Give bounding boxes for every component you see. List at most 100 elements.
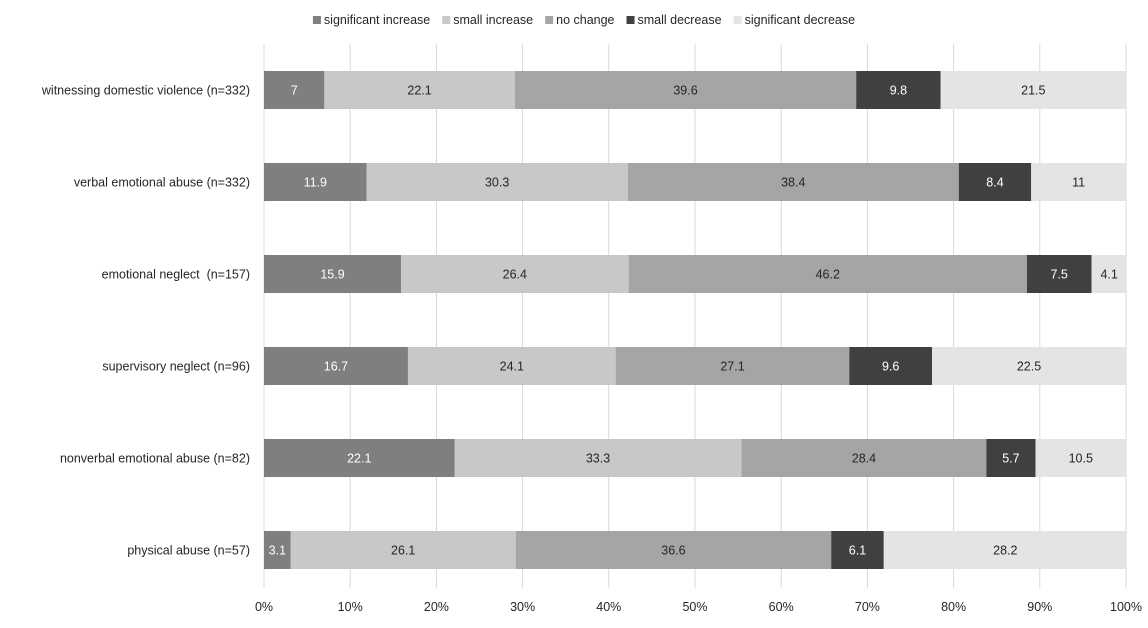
bar-row: 11.9 30.3 38.4 8.4 11	[264, 163, 1126, 201]
legend: significant increase small increase no cha…	[312, 13, 856, 27]
data-label: 39.6	[673, 84, 697, 98]
legend-swatch	[545, 16, 554, 24]
data-label: 38.4	[781, 176, 805, 190]
bar-segment	[264, 439, 455, 477]
bar-row: 3.1 26.1 36.6 6.1 28.2	[264, 531, 1127, 569]
data-label: 3.1	[269, 544, 286, 558]
category-label: nonverbal emotional abuse (n=82)	[60, 452, 250, 466]
bar-segment	[958, 163, 1032, 201]
data-label: 27.1	[720, 360, 744, 374]
legend-label: significant increase	[324, 13, 430, 27]
data-label: 21.5	[1021, 84, 1045, 98]
bar-segment	[454, 439, 742, 477]
data-label: 9.8	[890, 84, 907, 98]
category-label: supervisory neglect (n=96)	[102, 360, 250, 374]
x-tick-label: 90%	[1027, 600, 1052, 614]
data-label: 16.7	[324, 360, 348, 374]
bar-segment	[1091, 255, 1127, 293]
data-label: 22.1	[347, 452, 371, 466]
category-label: physical abuse (n=57)	[127, 544, 250, 558]
legend-label: small increase	[453, 13, 533, 27]
x-tick-label: 30%	[510, 600, 535, 614]
bar-segment	[324, 71, 515, 109]
legend-label: no change	[556, 13, 614, 27]
legend-item: small decrease	[626, 13, 722, 27]
bar-segment	[627, 163, 959, 201]
category-label: witnessing domestic violence (n=332)	[41, 84, 250, 98]
bar-segment	[401, 255, 629, 293]
data-label: 4.1	[1100, 268, 1117, 282]
data-label: 36.6	[661, 544, 685, 558]
bar-segment	[831, 531, 884, 569]
data-label: 22.5	[1017, 360, 1041, 374]
bar-segment	[515, 531, 832, 569]
data-label: 33.3	[586, 452, 610, 466]
x-tick-label: 80%	[941, 600, 966, 614]
bar-segment	[1026, 255, 1092, 293]
legend-item: significant increase	[312, 13, 430, 27]
data-label: 15.9	[320, 268, 344, 282]
legend-swatch	[733, 16, 742, 24]
x-tick-label: 60%	[769, 600, 794, 614]
bar-row: 7 22.1 39.6 9.8 21.5	[264, 71, 1126, 109]
data-label: 6.1	[849, 544, 866, 558]
bar-segment	[932, 347, 1126, 385]
data-label: 11	[1072, 176, 1085, 190]
x-tick-label: 0%	[255, 600, 273, 614]
data-label: 24.1	[500, 360, 524, 374]
legend-item: no change	[545, 13, 615, 27]
x-tick-label: 10%	[338, 600, 363, 614]
bar-segment	[290, 531, 516, 569]
x-tick-label: 70%	[855, 600, 880, 614]
legend-item: small increase	[442, 13, 533, 27]
bars: 7 22.1 39.6 9.8 21.5 11.9 30.3 38.4 8.4 11 15.9 26.…	[264, 71, 1127, 569]
gridlines	[263, 44, 1127, 588]
data-label: 10.5	[1069, 452, 1093, 466]
y-axis: witnessing domestic violence (n=332) verb…	[41, 84, 250, 558]
bar-segment	[615, 347, 850, 385]
data-label: 26.4	[503, 268, 527, 282]
bar-segment	[264, 71, 325, 109]
bar-segment	[940, 71, 1126, 109]
x-axis: 0% 10% 20% 30% 40% 50% 60% 70% 80% 90% 100%	[255, 600, 1142, 614]
legend-swatch	[442, 16, 451, 24]
data-label: 28.2	[993, 544, 1017, 558]
bar-segment	[366, 163, 628, 201]
data-label: 22.1	[407, 84, 431, 98]
legend-label: small decrease	[638, 13, 722, 27]
bar-segment	[883, 531, 1127, 569]
data-label: 30.3	[485, 176, 509, 190]
data-label: 7.5	[1050, 268, 1067, 282]
bar-segment	[986, 439, 1036, 477]
bar-segment	[264, 531, 291, 569]
data-label: 11.9	[304, 176, 327, 190]
x-tick-label: 100%	[1110, 600, 1142, 614]
bar-segment	[264, 255, 402, 293]
data-label: 9.6	[882, 360, 899, 374]
data-label: 46.2	[816, 268, 840, 282]
bar-segment	[264, 163, 367, 201]
bar-segment	[1031, 163, 1126, 201]
data-label: 7	[291, 84, 298, 98]
bar-segment	[264, 347, 408, 385]
data-label: 5.7	[1002, 452, 1019, 466]
bar-segment	[849, 347, 933, 385]
bar-segment	[741, 439, 987, 477]
x-tick-label: 50%	[682, 600, 707, 614]
bar-segment	[856, 71, 941, 109]
bar-segment	[1035, 439, 1126, 477]
bar-segment	[407, 347, 616, 385]
category-label: verbal emotional abuse (n=332)	[74, 176, 250, 190]
bar-row: 22.1 33.3 28.4 5.7 10.5	[264, 439, 1126, 477]
legend-swatch	[312, 16, 321, 24]
legend-label: significant decrease	[745, 13, 856, 27]
data-label: 8.4	[986, 176, 1003, 190]
legend-item: significant decrease	[733, 13, 856, 27]
data-label: 28.4	[852, 452, 876, 466]
bar-segment	[514, 71, 857, 109]
bar-row: 15.9 26.4 46.2 7.5 4.1	[264, 255, 1127, 293]
bar-row: 16.7 24.1 27.1 9.6 22.5	[264, 347, 1126, 385]
category-label: emotional neglect (n=157)	[102, 268, 250, 282]
